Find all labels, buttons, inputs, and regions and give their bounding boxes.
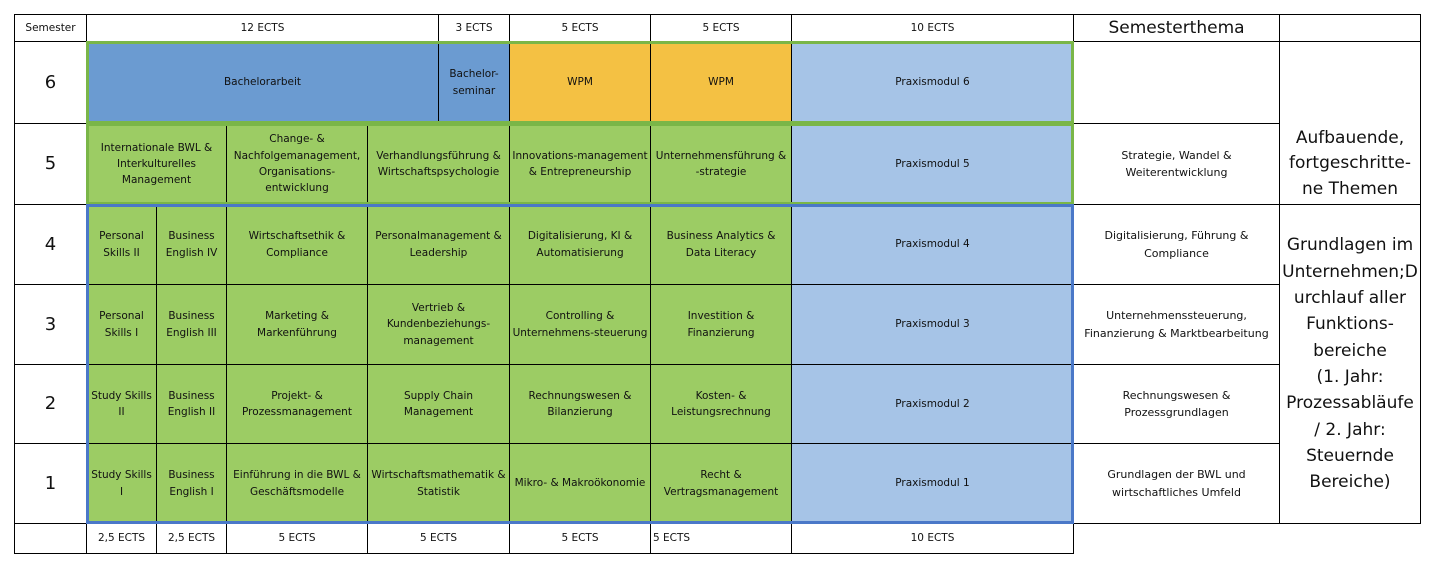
module-cell: Internationale BWL & Interkulturelles Ma… (86, 123, 227, 205)
module-cell: Einführung in die BWL & Geschäftsmodelle (226, 443, 368, 524)
semester-theme: Grundlagen der BWL und wirtschaftliches … (1073, 443, 1280, 524)
header-cell: 12 ECTS (86, 14, 439, 42)
header-cell: 10 ECTS (791, 14, 1074, 42)
module-cell: Wirtschaftsethik & Compliance (226, 204, 368, 285)
module-cell: WPM (650, 41, 792, 124)
module-cell: Verhandlungsführung & Wirtschaftspsychol… (367, 123, 510, 205)
semester-theme: Rechnungswesen & Prozessgrundlagen (1073, 364, 1280, 444)
module-cell: Recht & Vertragsmanagement (650, 443, 792, 524)
module-cell: Innovations-management & Entrepreneurshi… (509, 123, 651, 205)
module-cell: Study Skills I (86, 443, 157, 524)
header-cell: 3 ECTS (438, 14, 510, 42)
footer-cell: 2,5 ECTS (156, 523, 227, 554)
semester-number: 3 (14, 284, 87, 365)
footer-cell: 2,5 ECTS (86, 523, 157, 554)
header-cell: Semester (14, 14, 87, 42)
module-cell: Praxismodul 6 (791, 41, 1074, 124)
module-cell: Personal Skills II (86, 204, 157, 285)
footer-cell (14, 523, 87, 554)
module-cell: Bachelor-seminar (438, 41, 510, 124)
module-cell: Business Analytics & Data Literacy (650, 204, 792, 285)
footer-cell: 5 ECTS (650, 523, 792, 554)
module-cell: Change- & Nachfolgemanagement, Organisat… (226, 123, 368, 205)
module-cell: Praxismodul 3 (791, 284, 1074, 365)
semester-number: 2 (14, 364, 87, 444)
module-cell: Controlling & Unternehmens-steuerung (509, 284, 651, 365)
module-cell: Vertrieb & Kundenbeziehungs-management (367, 284, 510, 365)
semester-theme: Digitalisierung, Führung & Compliance (1073, 204, 1280, 285)
group-label: Grundlagen im Unternehmen;D urchlauf all… (1279, 204, 1421, 524)
footer-cell: 5 ECTS (509, 523, 651, 554)
module-cell: Praxismodul 2 (791, 364, 1074, 444)
module-cell: Digitalisierung, KI & Automatisierung (509, 204, 651, 285)
module-cell: Praxismodul 5 (791, 123, 1074, 205)
semester-theme: Strategie, Wandel & Weiterentwicklung (1073, 123, 1280, 205)
module-cell: Projekt- & Prozessmanagement (226, 364, 368, 444)
module-cell: Mikro- & Makroökonomie (509, 443, 651, 524)
semester-number: 5 (14, 123, 87, 205)
module-cell: Business English I (156, 443, 227, 524)
module-cell: Rechnungswesen & Bilanzierung (509, 364, 651, 444)
module-cell: WPM (509, 41, 651, 124)
header-cell: 5 ECTS (650, 14, 792, 42)
footer-cell: 5 ECTS (226, 523, 368, 554)
module-cell: Praxismodul 1 (791, 443, 1074, 524)
module-cell: Wirtschaftsmathematik & Statistik (367, 443, 510, 524)
group-label: Aufbauende, fortgeschritte- ne Themen (1279, 41, 1421, 205)
module-cell: Business English II (156, 364, 227, 444)
header-cell: Semesterthema (1073, 14, 1280, 42)
module-cell: Investition & Finanzierung (650, 284, 792, 365)
module-cell: Personalmanagement & Leadership (367, 204, 510, 285)
semester-number: 1 (14, 443, 87, 524)
module-cell: Praxismodul 4 (791, 204, 1074, 285)
module-cell: Kosten- & Leistungsrechnung (650, 364, 792, 444)
module-cell: Business English III (156, 284, 227, 365)
semester-theme (1073, 41, 1280, 124)
header-cell (1279, 14, 1421, 42)
footer-cell: 5 ECTS (367, 523, 510, 554)
module-cell: Study Skills II (86, 364, 157, 444)
header-cell: 5 ECTS (509, 14, 651, 42)
module-cell: Personal Skills I (86, 284, 157, 365)
semester-number: 6 (14, 41, 87, 124)
module-cell: Unternehmensführung & -strategie (650, 123, 792, 205)
semester-theme: Unternehmenssteuerung, Finanzierung & Ma… (1073, 284, 1280, 365)
module-cell: Bachelorarbeit (86, 41, 439, 124)
module-cell: Supply Chain Management (367, 364, 510, 444)
footer-cell: 10 ECTS (791, 523, 1074, 554)
module-cell: Business English IV (156, 204, 227, 285)
semester-number: 4 (14, 204, 87, 285)
module-cell: Marketing & Markenführung (226, 284, 368, 365)
